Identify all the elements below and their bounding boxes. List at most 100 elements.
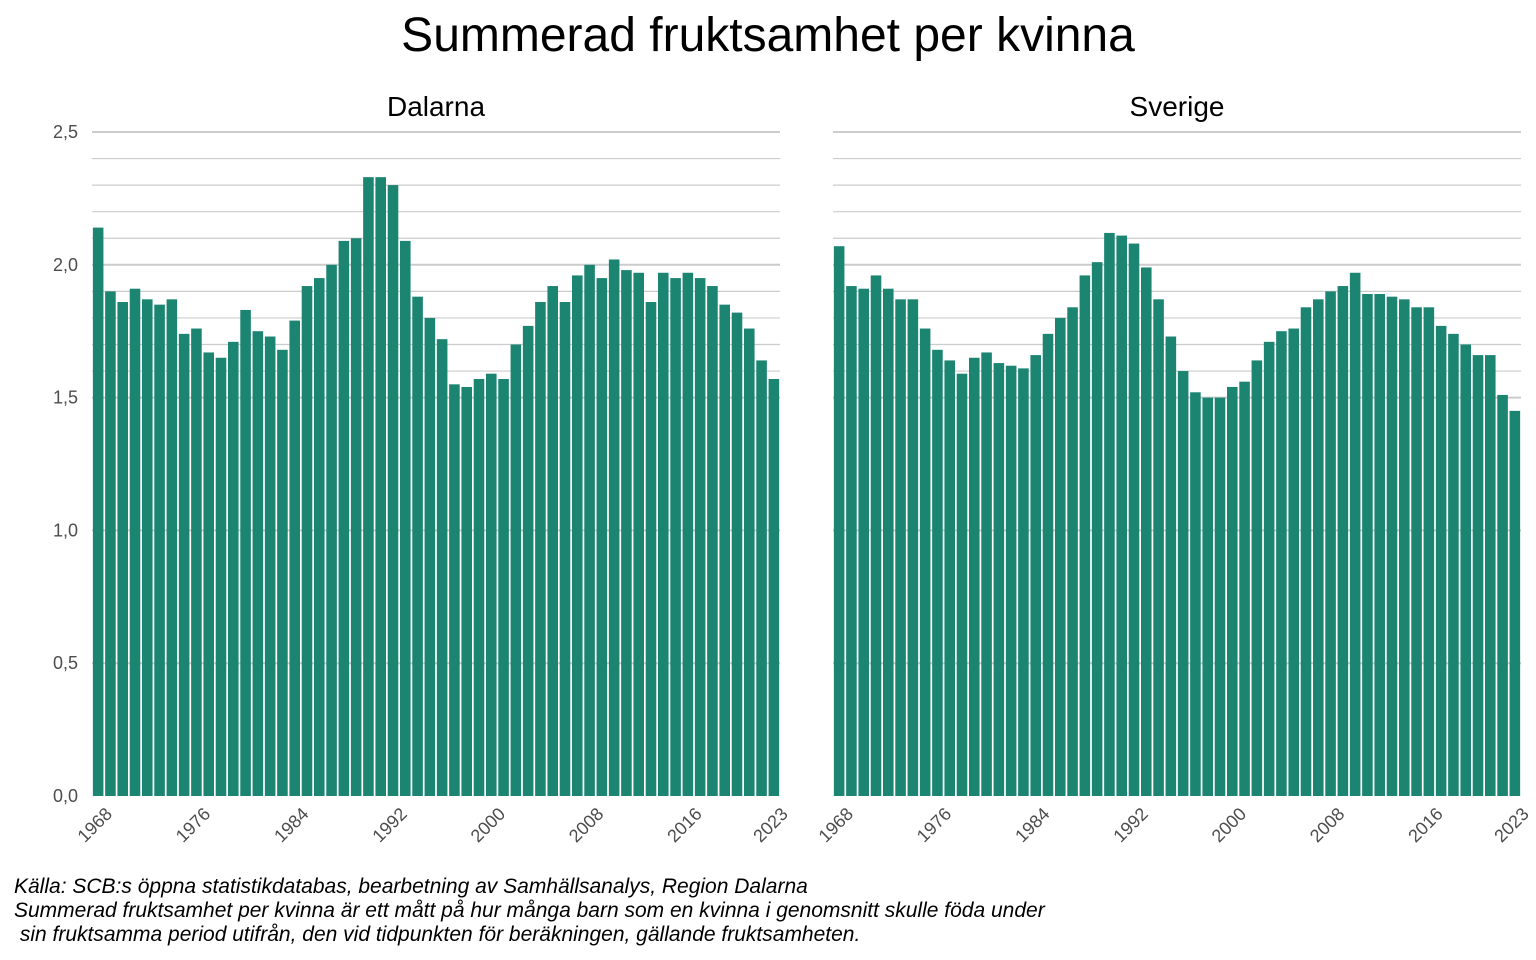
x-tick-label: 1968	[74, 804, 116, 846]
bar	[1263, 341, 1275, 796]
bar	[498, 379, 509, 796]
caption: Källa: SCB:s öppna statistikdatabas, bea…	[14, 875, 1514, 947]
bar	[1362, 294, 1373, 796]
bar	[264, 336, 276, 796]
bar	[846, 286, 857, 796]
bar	[621, 270, 632, 796]
y-tick-label: 1,0	[53, 520, 78, 540]
bar	[1460, 344, 1471, 796]
caption-source: Källa: SCB:s öppna statistikdatabas, bea…	[14, 875, 808, 898]
bar	[1177, 371, 1189, 796]
bar	[895, 299, 906, 796]
bar	[1005, 365, 1017, 796]
x-tick-label: 1976	[913, 804, 955, 846]
x-tick-label: 2000	[1208, 804, 1250, 846]
bar	[1472, 355, 1484, 796]
bar	[350, 238, 362, 797]
bar	[981, 352, 992, 796]
bar	[1325, 291, 1336, 796]
bar	[1128, 243, 1140, 796]
x-tick-label: 2008	[565, 804, 607, 846]
bar	[1251, 360, 1263, 796]
bar	[1153, 299, 1164, 796]
bar	[944, 360, 955, 796]
bar	[387, 185, 399, 796]
x-tick-label: 2016	[1404, 804, 1446, 846]
facet-panel-sverige: Sverige 1968 1976 1984 1992 2000 2008 2016 2023	[815, 91, 1533, 846]
bar	[744, 328, 755, 796]
bar	[833, 246, 845, 796]
bar	[1079, 275, 1091, 796]
chart-title: Summerad fruktsamhet per kvinna	[401, 9, 1135, 62]
bar	[412, 296, 423, 796]
bar	[203, 352, 214, 796]
bar	[473, 379, 485, 796]
bar	[907, 299, 919, 796]
bar	[424, 317, 436, 796]
bar	[129, 288, 141, 796]
bar	[1509, 410, 1521, 796]
bar	[719, 304, 730, 796]
bar	[1399, 299, 1410, 796]
bar	[461, 386, 472, 796]
facet-title: Dalarna	[387, 91, 485, 122]
bar	[154, 304, 165, 796]
bar	[1288, 328, 1299, 796]
bar	[1485, 355, 1496, 796]
bar	[1214, 397, 1226, 796]
bar	[1349, 272, 1361, 796]
bar	[105, 291, 116, 796]
bar	[731, 312, 743, 796]
bar	[486, 373, 497, 796]
bar	[449, 384, 460, 796]
bar	[1300, 307, 1312, 796]
bar	[1030, 355, 1041, 796]
x-tick-label: 1984	[1011, 804, 1053, 846]
bar	[166, 299, 178, 796]
bar	[658, 272, 669, 796]
bar	[1497, 394, 1508, 796]
bar	[584, 264, 595, 796]
bar	[932, 349, 943, 796]
bar	[1386, 296, 1398, 796]
bar	[117, 301, 128, 796]
bar	[694, 278, 706, 797]
x-tick-label: 2023	[1490, 804, 1532, 846]
bar	[1104, 232, 1115, 797]
bar	[993, 363, 1005, 796]
y-tick-label: 1,5	[53, 388, 78, 408]
bar	[400, 240, 411, 796]
bar	[228, 341, 239, 796]
bar	[363, 177, 374, 797]
facet-panel-dalarna: Dalarna 1968 1976 1984 1992 2000 2008 2016 2023	[74, 91, 792, 846]
bar	[522, 325, 534, 796]
bar	[510, 344, 522, 796]
bar	[1239, 381, 1250, 796]
bar	[1313, 299, 1324, 796]
x-tick-label: 2000	[467, 804, 509, 846]
y-tick-label: 2,0	[53, 255, 78, 275]
y-tick-label: 0,5	[53, 653, 78, 673]
bar	[178, 333, 190, 796]
bar	[572, 275, 583, 796]
bar	[314, 278, 325, 797]
y-tick-label: 0,0	[53, 786, 78, 806]
x-tick-label: 1976	[172, 804, 214, 846]
x-tick-label: 1992	[368, 804, 410, 846]
faceted-bar-chart: 0,0 0,5 1,0 1,5 2,0 2,5 Dalarna 1968 1976 1984 199…	[53, 91, 1533, 846]
bar	[142, 299, 153, 796]
x-tick-label: 2016	[663, 804, 705, 846]
caption-definition-line-2: sin fruktsamma period utifrån, den vid t…	[14, 923, 861, 946]
bar	[858, 288, 869, 796]
bar	[1042, 333, 1054, 796]
bar	[682, 272, 694, 796]
bar	[191, 328, 202, 796]
bar	[1055, 317, 1066, 796]
x-tick-label: 1984	[270, 804, 312, 846]
bar	[252, 331, 264, 796]
bar	[1190, 392, 1201, 796]
x-tick-label: 1968	[815, 804, 857, 846]
x-tick-label: 1992	[1109, 804, 1151, 846]
bar	[596, 278, 608, 797]
bar	[375, 177, 386, 797]
